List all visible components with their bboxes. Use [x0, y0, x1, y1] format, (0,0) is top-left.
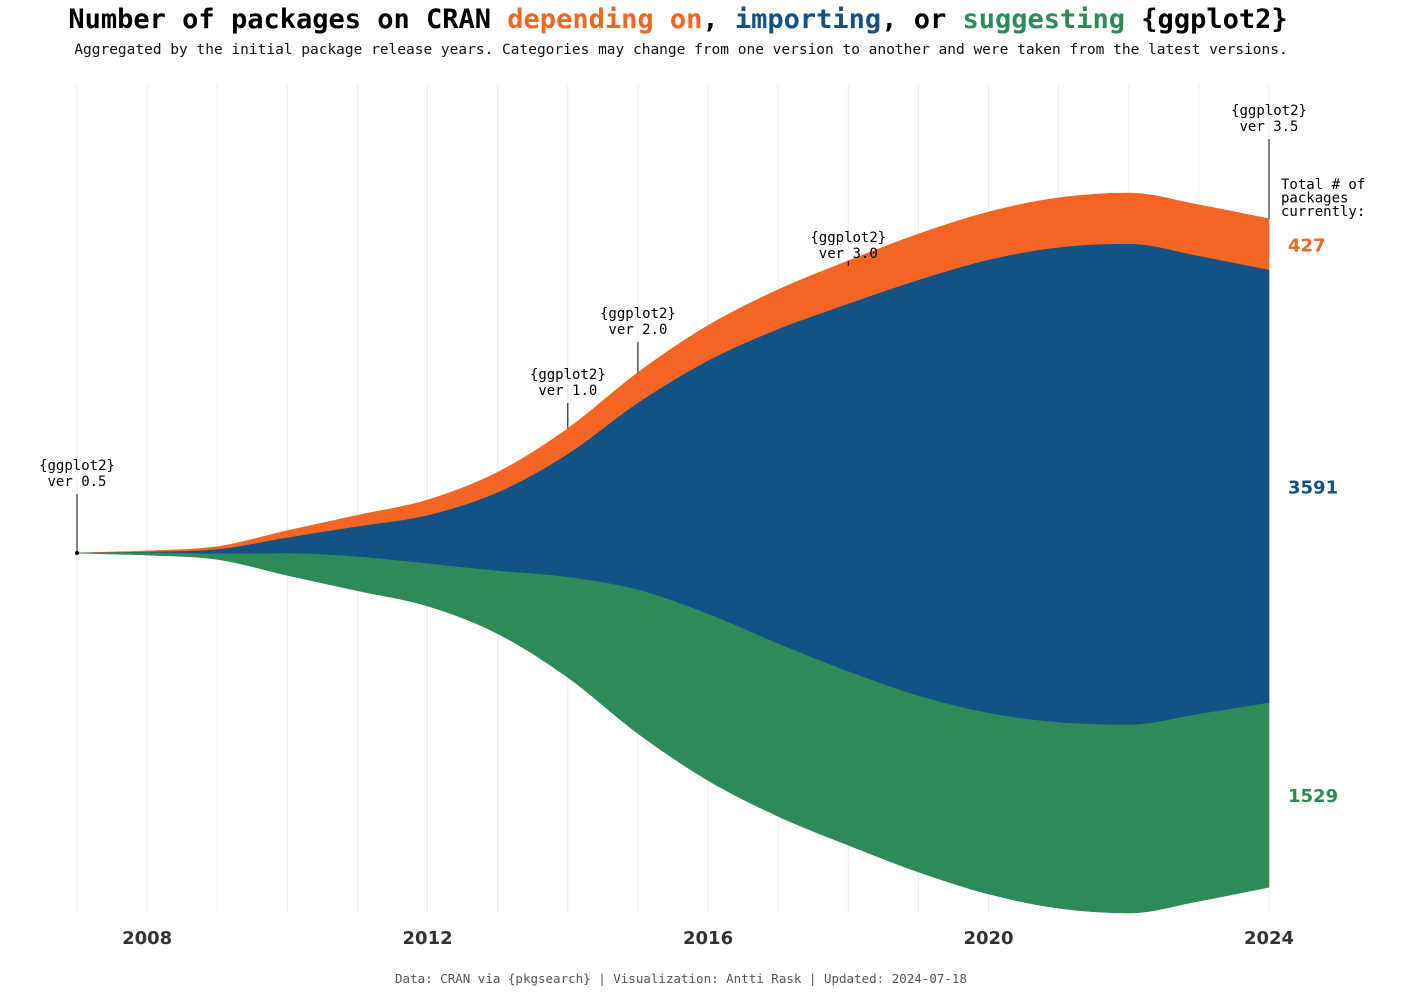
- total-label-line-2: currently:: [1281, 204, 1365, 220]
- title-depends: depending on: [507, 4, 703, 35]
- annotation-label-4-1: ver 3.5: [1239, 119, 1298, 135]
- chart-title: Number of packages on CRAN depending on,…: [0, 4, 1356, 35]
- x-tick-label-4: 2024: [1244, 928, 1294, 949]
- title-suggests: suggesting: [962, 4, 1126, 35]
- total-label-line-1: packages: [1281, 191, 1348, 207]
- annotation-label-0-1: ver 0.5: [47, 474, 106, 490]
- version-annotations: {ggplot2}ver 0.5{ggplot2}ver 1.0{ggplot2…: [39, 103, 1307, 555]
- title-imports: importing: [734, 4, 882, 35]
- stream-suggesting: [76, 552, 1270, 914]
- annotation-label-2-0: {ggplot2}: [600, 306, 676, 322]
- end-label-2: 1529: [1288, 786, 1338, 807]
- chart-subtitle: Aggregated by the initial package releas…: [74, 42, 1288, 58]
- title-sep1: ,: [702, 4, 735, 35]
- annotation-label-4-0: {ggplot2}: [1231, 103, 1307, 119]
- annotation-label-1-1: ver 1.0: [538, 383, 597, 399]
- x-tick-label-0: 2008: [122, 928, 172, 949]
- title-sep2: , or: [881, 4, 963, 35]
- stream-areas: [76, 192, 1270, 914]
- x-axis: 2008 2012 2016 2020 2024: [122, 928, 1294, 949]
- annotation-label-1-0: {ggplot2}: [530, 367, 606, 383]
- x-tick-label-3: 2020: [963, 928, 1013, 949]
- x-tick-label-1: 2012: [403, 928, 453, 949]
- annotation-label-2-1: ver 2.0: [608, 322, 667, 338]
- annotation-label-0-0: {ggplot2}: [39, 458, 115, 474]
- title-prefix: Number of packages on CRAN: [68, 4, 508, 35]
- annotation-label-3-1: ver 3.0: [819, 246, 878, 262]
- total-label-line-0: Total # of: [1281, 177, 1365, 193]
- end-label-1: 3591: [1288, 478, 1338, 499]
- end-label-0: 427: [1288, 236, 1326, 257]
- origin-point: [75, 551, 79, 555]
- annotation-label-3-0: {ggplot2}: [810, 230, 886, 246]
- x-tick-label-2: 2016: [683, 928, 733, 949]
- title-suffix: {ggplot2}: [1125, 4, 1288, 35]
- chart-caption: Data: CRAN via {pkgsearch} | Visualizati…: [395, 971, 967, 986]
